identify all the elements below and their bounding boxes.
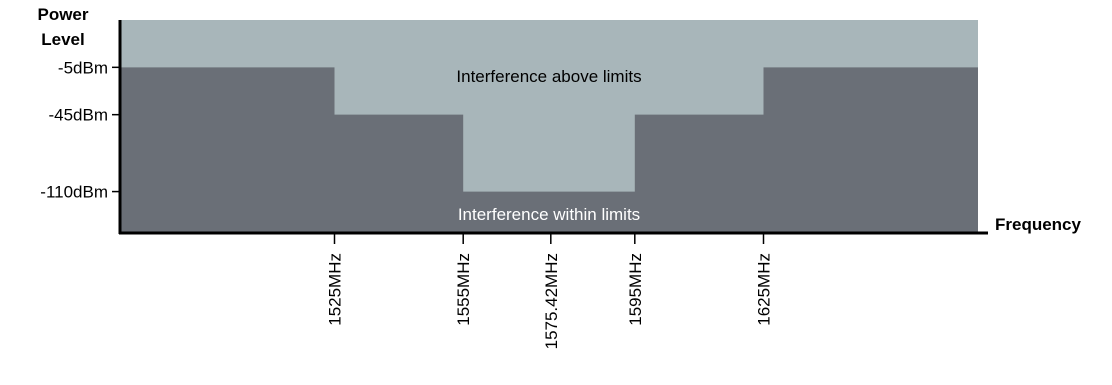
x-axis-ticks: 1525MHz 1555MHz 1575.42MHz 1595MHz 1625MHz [326,233,774,349]
x-axis-title: Frequency [995,215,1082,234]
y-axis-title: Power Level [37,5,88,49]
x-tick-label: 1555MHz [454,253,473,326]
x-tick-label: 1595MHz [626,253,645,326]
y-tick-label: -45dBm [48,106,108,125]
x-tick-label: 1525MHz [326,253,345,326]
x-tick-label: 1625MHz [755,253,774,326]
x-tick-label: 1575.42MHz [542,253,561,349]
within-limits-label: Interference within limits [458,205,640,224]
y-tick-label: -5dBm [58,58,108,77]
within-limits-region [120,67,978,233]
y-tick-label: -110dBm [40,183,108,202]
y-axis-ticks: -5dBm -45dBm -110dBm [40,58,120,202]
above-limits-label: Interference above limits [456,67,641,86]
